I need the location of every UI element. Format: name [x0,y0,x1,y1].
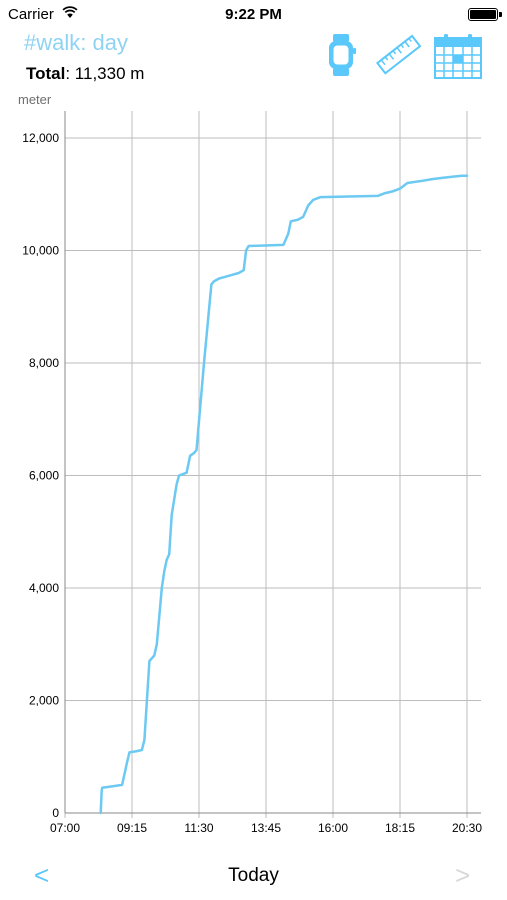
watch-icon [329,34,356,76]
total-label: Total [26,64,66,83]
carrier-label: Carrier [8,6,54,23]
y-tick-label: 4,000 [29,581,59,595]
total-summary: Total: 11,330 m [26,64,144,84]
page-title: #walk: day [24,30,128,55]
y-tick-label: 8,000 [29,356,59,370]
y-tick-label: 10,000 [22,244,59,258]
x-tick-label: 13:45 [251,821,281,835]
x-tick-label: 11:30 [184,821,213,835]
distance-series-line [99,174,469,815]
x-tick-label: 18:15 [385,821,415,835]
previous-day-button[interactable]: < [34,860,50,890]
battery-icon [468,8,498,21]
ruler-button[interactable] [376,33,422,77]
total-value: : 11,330 m [65,64,145,83]
next-day-button[interactable]: > [455,860,471,890]
battery-tip [499,12,502,17]
x-tick-label: 09:15 [117,821,147,835]
status-bar: Carrier 9:22 PM [0,0,507,28]
wifi-icon [62,6,78,18]
y-tick-label: 6,000 [29,469,59,483]
x-tick-label: 16:00 [318,821,348,835]
ruler-icon [376,34,422,75]
distance-chart: 0 2,000 4,000 6,000 8,000 10,000 12,000 07:00 09… [22,111,482,835]
watch-button[interactable] [325,33,357,77]
status-time: 9:22 PM [225,6,282,23]
y-axis-unit: meter [18,92,52,107]
calendar-icon [434,34,482,79]
y-tick-label: 12,000 [22,131,59,145]
x-tick-label: 20:30 [452,821,482,835]
x-tick-label: 07:00 [50,821,80,835]
y-tick-label: 0 [52,806,59,820]
current-period-label: Today [228,865,279,886]
calendar-button[interactable] [434,33,482,79]
y-tick-label: 2,000 [29,694,59,708]
